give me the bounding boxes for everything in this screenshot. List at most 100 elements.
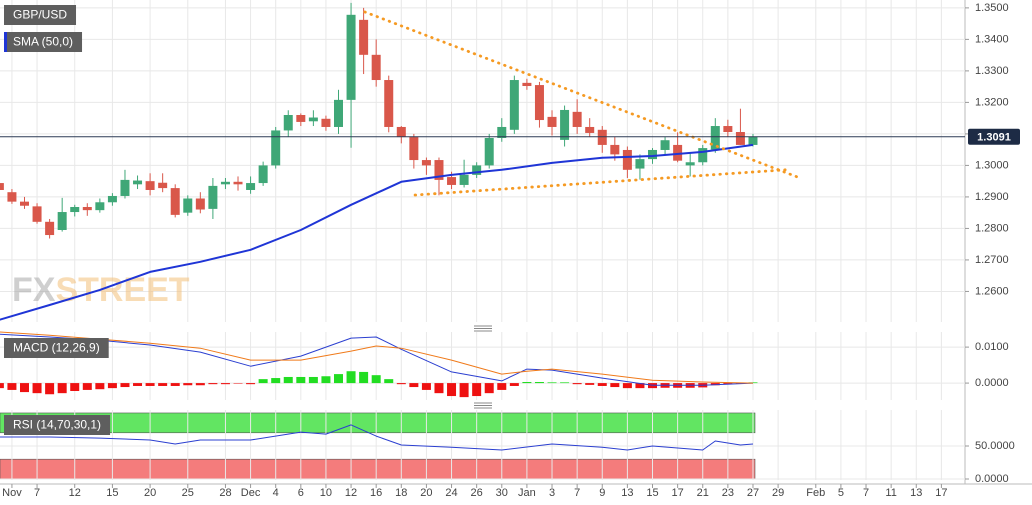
histogram-bar: [45, 383, 55, 395]
indicator-label: SMA (50,0): [13, 35, 73, 49]
candle-body: [534, 85, 544, 121]
x-tick-label: 7: [863, 487, 869, 499]
band: [0, 458, 756, 480]
x-tick-label: 9: [599, 487, 605, 499]
histogram-bar: [497, 383, 507, 390]
histogram-bar: [258, 379, 268, 384]
candle-body: [120, 179, 130, 196]
last-price-box: [968, 128, 1020, 145]
x-tick-label: Feb: [806, 487, 825, 499]
candle-body: [622, 149, 632, 170]
x-tick-label: 17: [935, 487, 947, 499]
x-tick-label: 21: [697, 487, 709, 499]
candle-body: [384, 80, 394, 127]
histogram-bar: [522, 382, 532, 384]
x-tick-label: 12: [345, 487, 357, 499]
panel: 0.0000 0.0100: [0, 331, 1009, 400]
indicator-label: MACD (12,26,9): [13, 341, 100, 355]
indicator-label: GBP/USD: [13, 8, 67, 22]
candle-body: [597, 129, 607, 145]
candle-body: [673, 144, 683, 161]
candle-body: [133, 180, 143, 185]
x-tick-label: 13: [621, 487, 633, 499]
histogram-bar: [409, 383, 419, 388]
candle-body: [748, 136, 758, 145]
candle-body: [421, 160, 431, 166]
x-tick-label: 20: [144, 487, 156, 499]
candle-body: [346, 14, 356, 100]
histogram-bar: [57, 383, 67, 394]
histogram-bar: [547, 382, 557, 384]
macd-line: [0, 331, 754, 384]
histogram-bar: [283, 376, 293, 384]
histogram-bar: [296, 376, 306, 384]
x-tick-label: 5: [838, 487, 844, 499]
x-tick-label: 27: [747, 487, 759, 499]
candle-body: [233, 181, 243, 185]
candle-body: [723, 126, 733, 133]
histogram-bar: [95, 383, 105, 390]
candle-body: [472, 165, 482, 175]
x-tick-label: 29: [772, 487, 784, 499]
candle-body: [710, 126, 720, 150]
histogram-bar: [107, 383, 117, 389]
candle-body: [45, 221, 55, 236]
y-tick-label: 0.0100: [975, 341, 1009, 353]
candle-body: [735, 132, 745, 145]
candle-body: [409, 137, 419, 161]
candle-body: [572, 111, 582, 127]
histogram-bar: [346, 371, 356, 384]
watermark: FXSTREET: [12, 271, 190, 309]
y-tick-label: 1.2900: [975, 191, 1009, 203]
histogram-bar: [120, 383, 130, 388]
candle-body: [32, 206, 42, 222]
y-tick-label: 1.2700: [975, 254, 1009, 266]
candle-body: [95, 202, 105, 211]
histogram-bar: [610, 383, 620, 388]
indicator-accent: [4, 32, 7, 52]
y-tick-label: 1.3000: [975, 159, 1009, 171]
histogram-bar: [70, 383, 80, 392]
histogram-bar: [723, 383, 733, 385]
candle-body: [509, 80, 519, 130]
histogram-bar: [572, 383, 582, 385]
histogram-bar: [32, 383, 42, 394]
x-tick-label: 23: [722, 487, 734, 499]
x-tick-label: 11: [885, 487, 896, 499]
x-tick-label: Dec: [241, 487, 261, 499]
x-tick-label: 26: [471, 487, 483, 499]
candle-body: [195, 198, 205, 210]
candle-body: [333, 99, 343, 127]
indicator-label-box: [4, 5, 77, 25]
candle-body: [434, 160, 444, 180]
histogram-bar: [0, 383, 4, 389]
rsi-line: [0, 424, 754, 451]
candle-body: [145, 181, 155, 190]
y-tick-label: 1.3300: [975, 65, 1009, 77]
x-tick-label: 17: [671, 487, 683, 499]
candle-body: [246, 183, 256, 190]
histogram-bar: [359, 371, 369, 384]
histogram-bar: [195, 383, 205, 386]
x-tick-label: 24: [445, 487, 457, 499]
histogram-bar: [635, 383, 645, 389]
panel: 1.26001.27001.28001.29001.30001.31001.32…: [0, 0, 1020, 322]
histogram-bar: [459, 383, 469, 398]
histogram-bar: [534, 382, 544, 384]
candle-body: [359, 19, 369, 55]
x-tick-label: 12: [69, 487, 81, 499]
trendline: [363, 10, 802, 180]
candle-body: [447, 177, 457, 185]
indicator-label-box: [4, 338, 109, 358]
histogram-bar: [447, 383, 457, 397]
x-tick-label: 28: [219, 487, 231, 499]
x-tick-label: 3: [549, 487, 555, 499]
histogram-bar: [509, 383, 519, 386]
candle-body: [0, 183, 4, 190]
candle-body: [547, 116, 557, 127]
candle-body: [648, 149, 658, 160]
panel-divider[interactable]: [474, 325, 492, 409]
histogram-bar: [371, 375, 381, 384]
panel: 0.0000 50.0000 Nov 7 12 15 20 25 28 Dec 4 6 10 12 16 18…: [0, 410, 1015, 499]
histogram-bar: [396, 383, 406, 385]
